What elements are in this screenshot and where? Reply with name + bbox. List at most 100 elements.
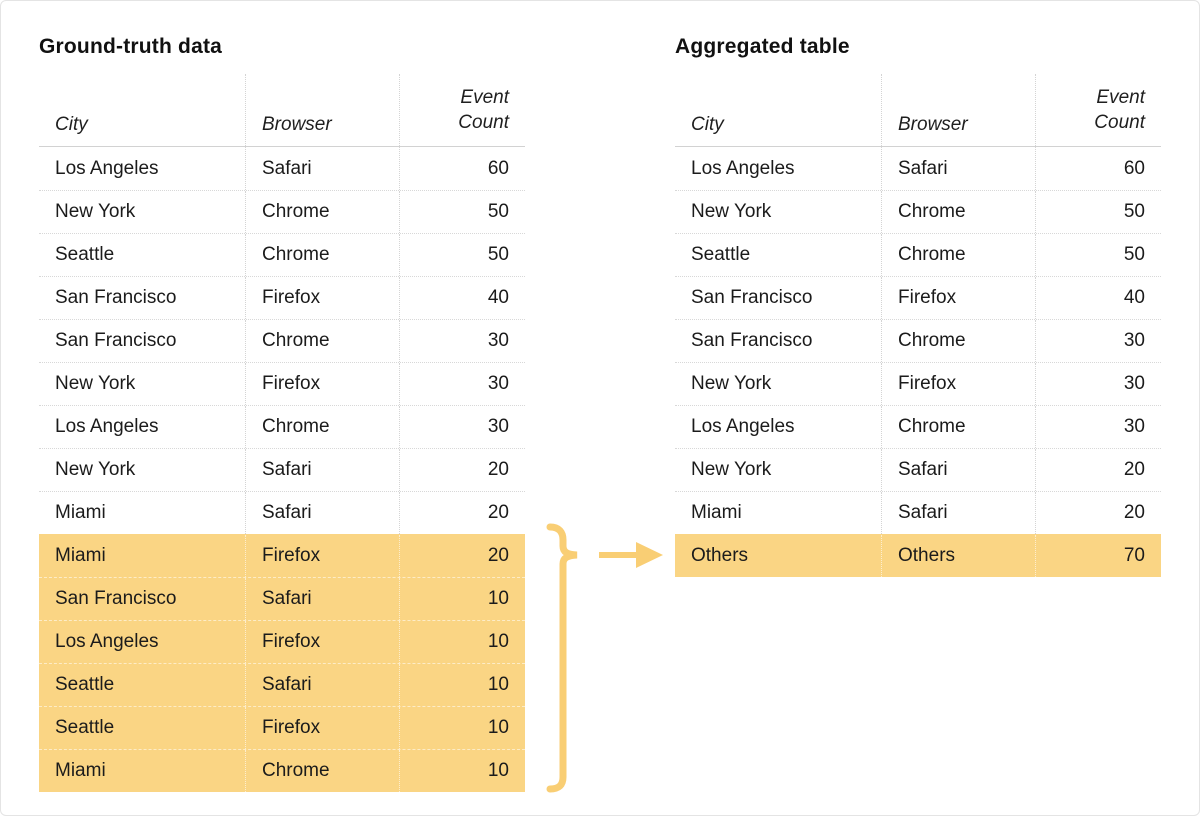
table-row: Seattle Chrome 50 [675, 233, 1161, 276]
table-row: Miami Firefox 20 [39, 534, 525, 577]
city-cell: New York [691, 201, 772, 222]
city-cell: Miami [55, 760, 106, 781]
city-cell: Seattle [691, 244, 751, 265]
city-cell: Los Angeles [55, 416, 159, 437]
browser-cell: Chrome [881, 191, 1035, 233]
browser-cell: Firefox [245, 277, 399, 319]
count-cell: 10 [399, 664, 525, 706]
city-cell: New York [691, 459, 772, 480]
count-cell: 10 [399, 621, 525, 663]
count-cell: 20 [399, 535, 525, 577]
city-cell: San Francisco [691, 330, 813, 351]
event-count-column-header: Event Count [399, 74, 525, 146]
city-cell: Los Angeles [691, 157, 795, 179]
city-cell: San Francisco [55, 588, 177, 609]
city-cell: New York [55, 459, 136, 480]
city-cell: San Francisco [55, 287, 177, 308]
count-cell: 20 [1035, 492, 1161, 534]
city-cell: Miami [55, 545, 106, 566]
city-cell: Seattle [55, 674, 115, 695]
browser-cell: Chrome [245, 406, 399, 448]
browser-cell: Safari [245, 492, 399, 534]
count-cell: 60 [1035, 147, 1161, 190]
browser-cell: Safari [881, 449, 1035, 491]
browser-cell: Chrome [881, 406, 1035, 448]
table-row: San Francisco Firefox 40 [39, 276, 525, 319]
browser-cell: Chrome [881, 234, 1035, 276]
city-column-header: City [691, 114, 724, 135]
count-cell: 30 [1035, 363, 1161, 405]
table-row: Seattle Chrome 50 [39, 233, 525, 276]
browser-column-header: Browser [881, 74, 1035, 146]
browser-cell: Firefox [881, 363, 1035, 405]
table-row: Miami Safari 20 [39, 491, 525, 534]
count-cell: 70 [1035, 535, 1161, 577]
table-row: New York Safari 20 [675, 448, 1161, 491]
city-cell: Others [691, 545, 749, 566]
count-cell: 40 [1035, 277, 1161, 319]
city-cell: New York [691, 373, 772, 394]
table-body: Los Angeles Safari 60 New York Chrome 50 Seatt… [675, 147, 1161, 577]
table-row: Los Angeles Chrome 30 [39, 405, 525, 448]
browser-cell: Safari [881, 492, 1035, 534]
count-cell: 30 [399, 363, 525, 405]
right-arrow-icon [636, 542, 663, 568]
count-cell: 40 [399, 277, 525, 319]
count-cell: 10 [399, 578, 525, 620]
browser-cell: Safari [881, 147, 1035, 190]
browser-cell: Chrome [881, 320, 1035, 362]
browser-cell: Safari [245, 578, 399, 620]
table-row: New York Safari 20 [39, 448, 525, 491]
browser-cell: Chrome [245, 234, 399, 276]
browser-cell: Safari [245, 664, 399, 706]
count-cell: 20 [399, 449, 525, 491]
count-cell: 10 [399, 707, 525, 749]
browser-cell: Others [881, 535, 1035, 577]
city-cell: Seattle [55, 244, 115, 265]
count-cell: 20 [1035, 449, 1161, 491]
curly-brace-icon [546, 523, 578, 793]
table-row: New York Firefox 30 [39, 362, 525, 405]
city-cell: Miami [55, 502, 106, 523]
table-row: Los Angeles Safari 60 [39, 147, 525, 190]
count-cell: 30 [1035, 406, 1161, 448]
browser-cell: Safari [245, 449, 399, 491]
city-cell: San Francisco [55, 330, 177, 351]
city-column-header: City [55, 114, 88, 135]
ground-truth-table-block: Ground-truth data City Browser Event Cou… [39, 34, 525, 792]
count-cell: 50 [399, 234, 525, 276]
city-cell: Los Angeles [691, 416, 795, 437]
browser-cell: Chrome [245, 320, 399, 362]
table-row: San Francisco Chrome 30 [39, 319, 525, 362]
city-cell: Seattle [55, 717, 115, 738]
browser-cell: Firefox [245, 621, 399, 663]
table-header-row: City Browser Event Count [675, 74, 1161, 147]
table-row: New York Chrome 50 [675, 190, 1161, 233]
table-row: Others Others 70 [675, 534, 1161, 577]
count-cell: 30 [399, 320, 525, 362]
city-cell: New York [55, 373, 136, 394]
table-row: Seattle Safari 10 [39, 663, 525, 706]
aggregated-title: Aggregated table [675, 35, 850, 58]
city-cell: San Francisco [691, 287, 813, 308]
city-cell: Los Angeles [55, 157, 159, 179]
event-count-column-header: Event Count [1035, 74, 1161, 146]
count-cell: 50 [1035, 234, 1161, 276]
table-row: Miami Chrome 10 [39, 749, 525, 792]
city-cell: Los Angeles [55, 631, 159, 652]
table-row: New York Chrome 50 [39, 190, 525, 233]
table-row: Los Angeles Firefox 10 [39, 620, 525, 663]
browser-cell: Safari [245, 147, 399, 190]
table-row: Miami Safari 20 [675, 491, 1161, 534]
table-row: Los Angeles Safari 60 [675, 147, 1161, 190]
count-cell: 50 [399, 191, 525, 233]
table-row: San Francisco Firefox 40 [675, 276, 1161, 319]
count-cell: 20 [399, 492, 525, 534]
browser-cell: Firefox [245, 707, 399, 749]
browser-cell: Chrome [245, 191, 399, 233]
table-header-row: City Browser Event Count [39, 74, 525, 147]
count-cell: 10 [399, 750, 525, 792]
table-body: Los Angeles Safari 60 New York Chrome 50 Seatt… [39, 147, 525, 792]
table-row: New York Firefox 30 [675, 362, 1161, 405]
